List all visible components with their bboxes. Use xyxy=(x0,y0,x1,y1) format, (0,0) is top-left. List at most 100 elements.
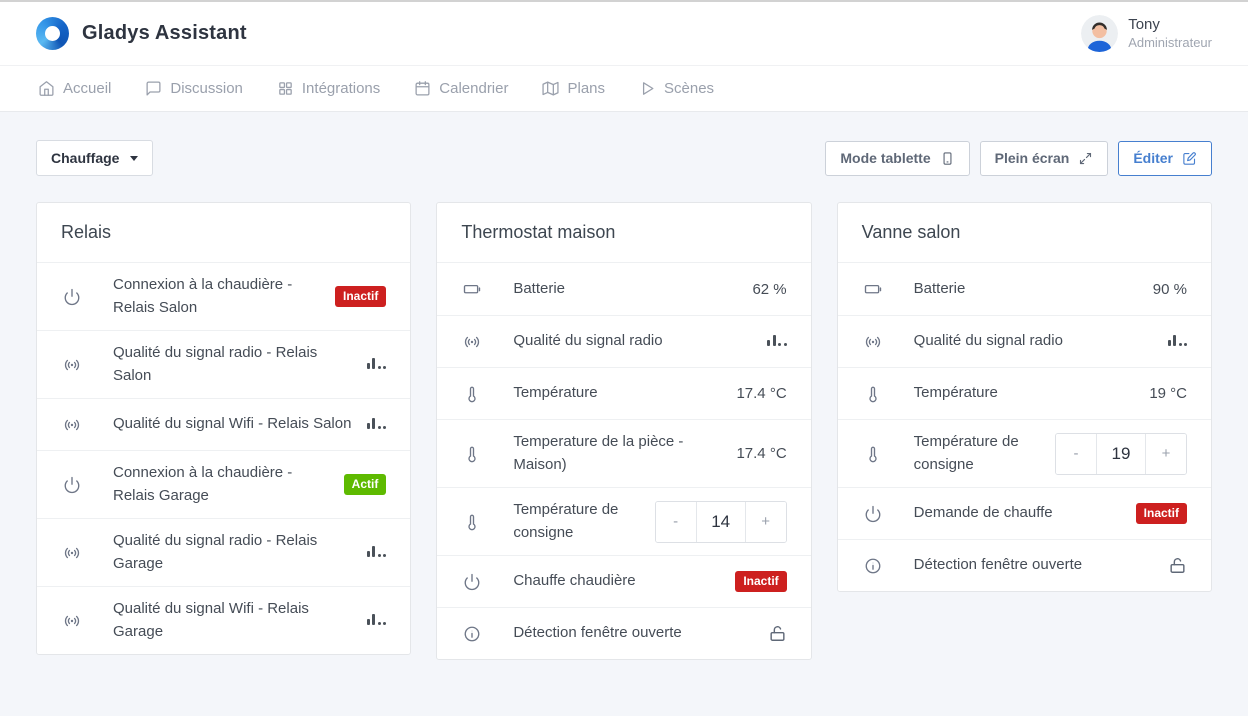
device-feature-row: Demande de chauffe Inactif xyxy=(837,487,1211,539)
user-name: Tony xyxy=(1128,16,1160,33)
decrease-button[interactable]: - xyxy=(655,501,696,542)
grid-icon xyxy=(277,80,294,97)
nav-item-label: Discussion xyxy=(170,80,243,97)
battery-icon xyxy=(461,280,483,298)
nav-item-calendrier[interactable]: Calendrier xyxy=(414,80,508,97)
increase-button[interactable]: + xyxy=(1146,433,1186,474)
nav-item-label: Calendrier xyxy=(439,80,509,97)
feature-label: Qualité du signal radio - Relais Garage xyxy=(113,532,318,572)
feature-label: Qualité du signal radio xyxy=(913,332,1063,350)
feature-label: Connexion à la chaudière - Relais Garage xyxy=(113,464,293,504)
toolbar-actions: Mode tablette Plein écran Éditer xyxy=(825,140,1212,176)
thermometer-icon xyxy=(862,445,884,463)
feature-value xyxy=(366,546,387,559)
gladys-logo-icon xyxy=(36,17,69,50)
nav-item-label: Accueil xyxy=(63,80,112,97)
brand[interactable]: Gladys Assistant xyxy=(36,17,247,50)
signal-icon xyxy=(61,612,83,630)
signal-strength-icon xyxy=(366,358,387,371)
user-menu[interactable]: Tony Administrateur xyxy=(1081,15,1212,52)
device-feature-row: Qualité du signal radio xyxy=(837,315,1211,367)
dashboard-cards: Relais Connexion à la chaudière - Relais … xyxy=(0,176,1248,700)
feature-value: Actif xyxy=(343,473,387,496)
decrease-button[interactable]: - xyxy=(1056,433,1096,474)
info-icon xyxy=(461,625,483,643)
signal-strength-icon xyxy=(767,335,787,348)
feature-label: Demande de chauffe xyxy=(913,504,1053,522)
status-badge: Actif xyxy=(343,473,387,496)
feature-label: Chauffe chaudière xyxy=(513,572,636,590)
app-title: Gladys Assistant xyxy=(82,22,247,44)
feature-value xyxy=(366,614,387,627)
device-feature-row: Qualité du signal radio xyxy=(437,315,811,367)
avatar xyxy=(1081,15,1119,52)
info-icon xyxy=(862,557,884,575)
dashboard-selector-label: Chauffage xyxy=(51,150,120,166)
user-info: Tony Administrateur xyxy=(1128,16,1212,51)
signal-icon xyxy=(61,356,83,374)
setpoint-value[interactable]: 14 xyxy=(695,501,746,542)
feature-label: Qualité du signal Wifi - Relais Salon xyxy=(113,415,352,433)
signal-strength-icon xyxy=(366,418,387,431)
nav-item-label: Plans xyxy=(567,80,606,97)
status-badge: Inactif xyxy=(1135,502,1187,525)
home-icon xyxy=(38,80,55,97)
unlock-icon xyxy=(768,624,787,643)
feature-value: Inactif xyxy=(334,285,387,308)
device-feature-row: Connexion à la chaudière - Relais Garage… xyxy=(37,450,411,518)
device-feature-row: Température 19 °C xyxy=(837,367,1211,419)
setpoint-value[interactable]: 19 xyxy=(1096,433,1146,474)
tablet-mode-button[interactable]: Mode tablette xyxy=(825,140,970,176)
feature-label: Température de consigne xyxy=(513,501,619,541)
signal-icon xyxy=(61,416,83,434)
device-feature-row: Température de consigne -19 + xyxy=(837,419,1211,487)
signal-strength-icon xyxy=(366,614,387,627)
feature-value: 17.4 °C xyxy=(736,385,787,402)
feature-label: Qualité du signal radio - Relais Salon xyxy=(113,344,318,384)
thermometer-icon xyxy=(862,385,884,403)
fullscreen-label: Plein écran xyxy=(994,150,1070,166)
feature-value: 19 °C xyxy=(1149,385,1187,402)
feature-value xyxy=(767,335,787,348)
thermometer-icon xyxy=(461,385,483,403)
feature-value: 62 % xyxy=(752,280,787,298)
device-feature-row: Qualité du signal Wifi - Relais Salon xyxy=(37,398,411,450)
thermometer-icon xyxy=(461,513,483,531)
signal-icon xyxy=(461,333,483,351)
thermometer-icon xyxy=(461,445,483,463)
nav-item-discussion[interactable]: Discussion xyxy=(145,80,243,97)
feature-value xyxy=(1168,556,1187,575)
feature-value: Inactif xyxy=(735,570,787,593)
device-feature-row: Qualité du signal Wifi - Relais Garage xyxy=(37,586,411,654)
dashboard-selector[interactable]: Chauffage xyxy=(36,140,154,176)
nav-item-plans[interactable]: Plans xyxy=(542,80,605,97)
signal-icon xyxy=(862,333,884,351)
edit-button[interactable]: Éditer xyxy=(1118,140,1212,176)
tablet-icon xyxy=(940,151,955,166)
feature-label: Batterie xyxy=(913,279,966,297)
nav-item-accueil[interactable]: Accueil xyxy=(38,80,111,97)
setpoint-stepper: -19 + xyxy=(1055,432,1187,475)
avatar-image xyxy=(1081,15,1119,52)
device-feature-row: Temperature de la pièce - Maison) 17.4 °C xyxy=(437,419,811,487)
device-feature-row: Température de consigne -14 + xyxy=(437,487,811,555)
fullscreen-button[interactable]: Plein écran xyxy=(979,140,1109,176)
nav-item-integrations[interactable]: Intégrations xyxy=(277,80,380,97)
battery-icon xyxy=(862,280,884,298)
nav-item-scenes[interactable]: Scènes xyxy=(639,80,714,97)
increase-button[interactable]: + xyxy=(745,501,786,542)
device-feature-row: Connexion à la chaudière - Relais Salon I… xyxy=(37,263,410,330)
feature-value xyxy=(366,358,387,371)
device-card: Thermostat maison Batterie 62 % Qualité du … xyxy=(436,202,812,660)
device-feature-row: Batterie 90 % xyxy=(838,263,1211,315)
feature-value: Inactif xyxy=(1135,502,1187,525)
maximize-icon xyxy=(1078,151,1093,166)
feature-label: Détection fenêtre ouverte xyxy=(513,624,682,642)
card-title: Vanne salon xyxy=(837,203,1211,263)
stepper-control: -14 + xyxy=(654,500,787,543)
device-card: Relais Connexion à la chaudière - Relais … xyxy=(36,202,412,655)
device-feature-row: Chauffe chaudière Inactif xyxy=(437,555,811,607)
device-feature-row: Détection fenêtre ouverte xyxy=(837,539,1211,591)
feature-label: Qualité du signal radio xyxy=(513,332,663,350)
status-badge: Inactif xyxy=(334,285,387,308)
